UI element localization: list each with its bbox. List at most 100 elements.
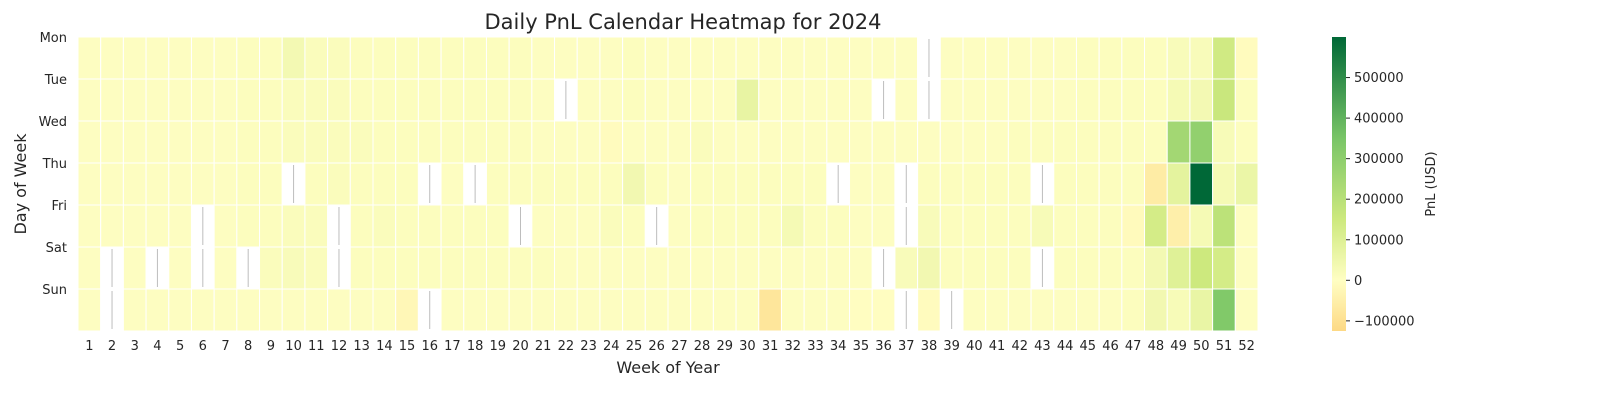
heatmap-cell [213,246,238,290]
heatmap-cell [803,246,828,290]
heatmap-cell [622,246,646,290]
heatmap-cell [531,162,556,206]
heatmap-cell [145,288,170,332]
heatmap-cell [304,36,329,80]
heatmap-cell [554,36,578,80]
heatmap-cell [554,120,578,164]
heatmap-cell [349,246,374,290]
heatmap-cell [962,204,987,248]
heatmap-cell [417,78,442,122]
heatmap-cell [100,120,124,164]
heatmap-cell [372,78,397,122]
heatmap-cell [327,36,351,80]
heatmap-cell [803,78,828,122]
heatmap-cell [690,246,714,290]
heatmap-cell [803,120,828,164]
heatmap-cell [213,288,238,332]
heatmap-cell [576,36,601,80]
heatmap-cell [1189,36,1214,80]
heatmap-cell [485,78,510,122]
heatmap-cell [1144,78,1168,122]
x-tick-label: 18 [467,339,484,354]
heatmap-cell [894,246,919,290]
heatmap-cell [440,288,465,332]
heatmap-cell [168,162,192,206]
heatmap-cell [849,36,873,80]
heatmap-cell [758,288,782,332]
heatmap-cell [417,120,442,164]
heatmap-cell [622,36,646,80]
heatmap-cell [77,204,102,248]
heatmap-cell [531,78,556,122]
heatmap-cell [917,204,941,248]
y-axis-label: Day of Week [11,133,30,235]
heatmap-cell [1098,120,1123,164]
heatmap-cell [213,78,238,122]
heatmap-cell [1166,246,1191,290]
heatmap-cell [1098,162,1123,206]
heatmap-cell [463,78,487,122]
heatmap-cell [190,288,215,332]
heatmap-cell [1007,36,1032,80]
heatmap-cell [281,204,306,248]
heatmap-cell [962,288,987,332]
heatmap-cell [168,246,192,290]
heatmap-cell [213,120,238,164]
x-tick-label: 39 [943,339,960,354]
heatmap-cell [667,288,692,332]
heatmap-cell [304,120,329,164]
heatmap-cell [826,36,851,80]
heatmap-cell [417,36,442,80]
heatmap-cell [122,246,147,290]
heatmap-cell [259,78,283,122]
heatmap-cell [849,288,873,332]
heatmap-cell [758,78,782,122]
heatmap-cell [485,246,510,290]
heatmap-cell [440,120,465,164]
heatmap-cell [803,288,828,332]
heatmap-cell [395,78,419,122]
heatmap-cell [77,246,102,290]
heatmap-cell [826,246,851,290]
heatmap-cell [690,36,714,80]
x-tick-label: 45 [1080,339,1097,354]
x-tick-label: 32 [785,339,802,354]
heatmap-cell [1189,204,1214,248]
heatmap-cell [1234,288,1259,332]
x-tick-label: 43 [1034,339,1051,354]
heatmap-cell [281,246,306,290]
heatmap-cell [349,288,374,332]
heatmap-cell [576,120,601,164]
heatmap-cell [826,288,851,332]
heatmap-cell [531,288,556,332]
heatmap-cell [1144,246,1168,290]
heatmap-cell [259,204,283,248]
heatmap-cell [395,288,419,332]
heatmap-cell [236,288,261,332]
x-tick-label: 16 [421,339,438,354]
heatmap-cell [372,288,397,332]
heatmap-cell [599,162,624,206]
heatmap-cell [485,36,510,80]
heatmap-cell [77,36,102,80]
heatmap-cell [122,288,147,332]
heatmap-cell [939,204,964,248]
heatmap-cell [372,162,397,206]
heatmap-cell [735,162,760,206]
heatmap-cell [349,78,374,122]
heatmap-cell [1166,204,1191,248]
heatmap-cell [1053,120,1077,164]
heatmap-cell [463,36,487,80]
heatmap-cell [349,204,374,248]
colorbar-tick-label: 300000 [1354,152,1404,167]
heatmap-cell [1075,204,1100,248]
x-tick-label: 19 [490,339,507,354]
heatmap-cell [735,246,760,290]
chart-title: Daily PnL Calendar Heatmap for 2024 [484,10,882,34]
heatmap-cells [77,36,1259,332]
heatmap-cell [1234,78,1259,122]
heatmap-cell [100,36,124,80]
heatmap-cell [349,36,374,80]
heatmap-cell [145,120,170,164]
heatmap-cell [1166,288,1191,332]
